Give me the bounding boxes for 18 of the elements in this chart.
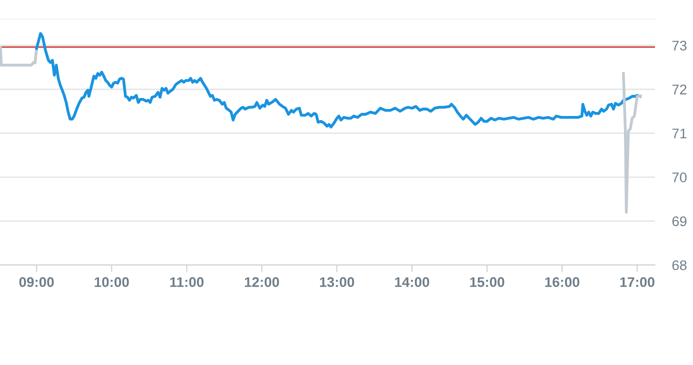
line-series xyxy=(0,46,38,67)
x-tick-label: 11:00 xyxy=(170,277,204,288)
y-tick-label: 70 xyxy=(672,172,687,182)
y-tick-label: 68 xyxy=(672,260,687,270)
x-tick-label: 14:00 xyxy=(395,277,430,288)
y-tick-label: 69 xyxy=(672,216,686,226)
x-tick-label: 09:00 xyxy=(19,277,54,288)
x-tick-label: 10:00 xyxy=(94,277,129,288)
x-tick-label: 12:00 xyxy=(244,277,279,288)
y-tick-label: 72 xyxy=(672,84,686,94)
y-tick-label: 73 xyxy=(672,40,687,51)
y-tick-label: 71 xyxy=(672,128,686,138)
x-tick-label: 17:00 xyxy=(620,277,654,288)
x-tick-label: 16:00 xyxy=(545,277,580,288)
x-tick-label: 13:00 xyxy=(320,277,354,288)
line-series xyxy=(35,32,642,128)
x-tick-label: 15:00 xyxy=(470,277,504,288)
line-series xyxy=(622,72,642,214)
